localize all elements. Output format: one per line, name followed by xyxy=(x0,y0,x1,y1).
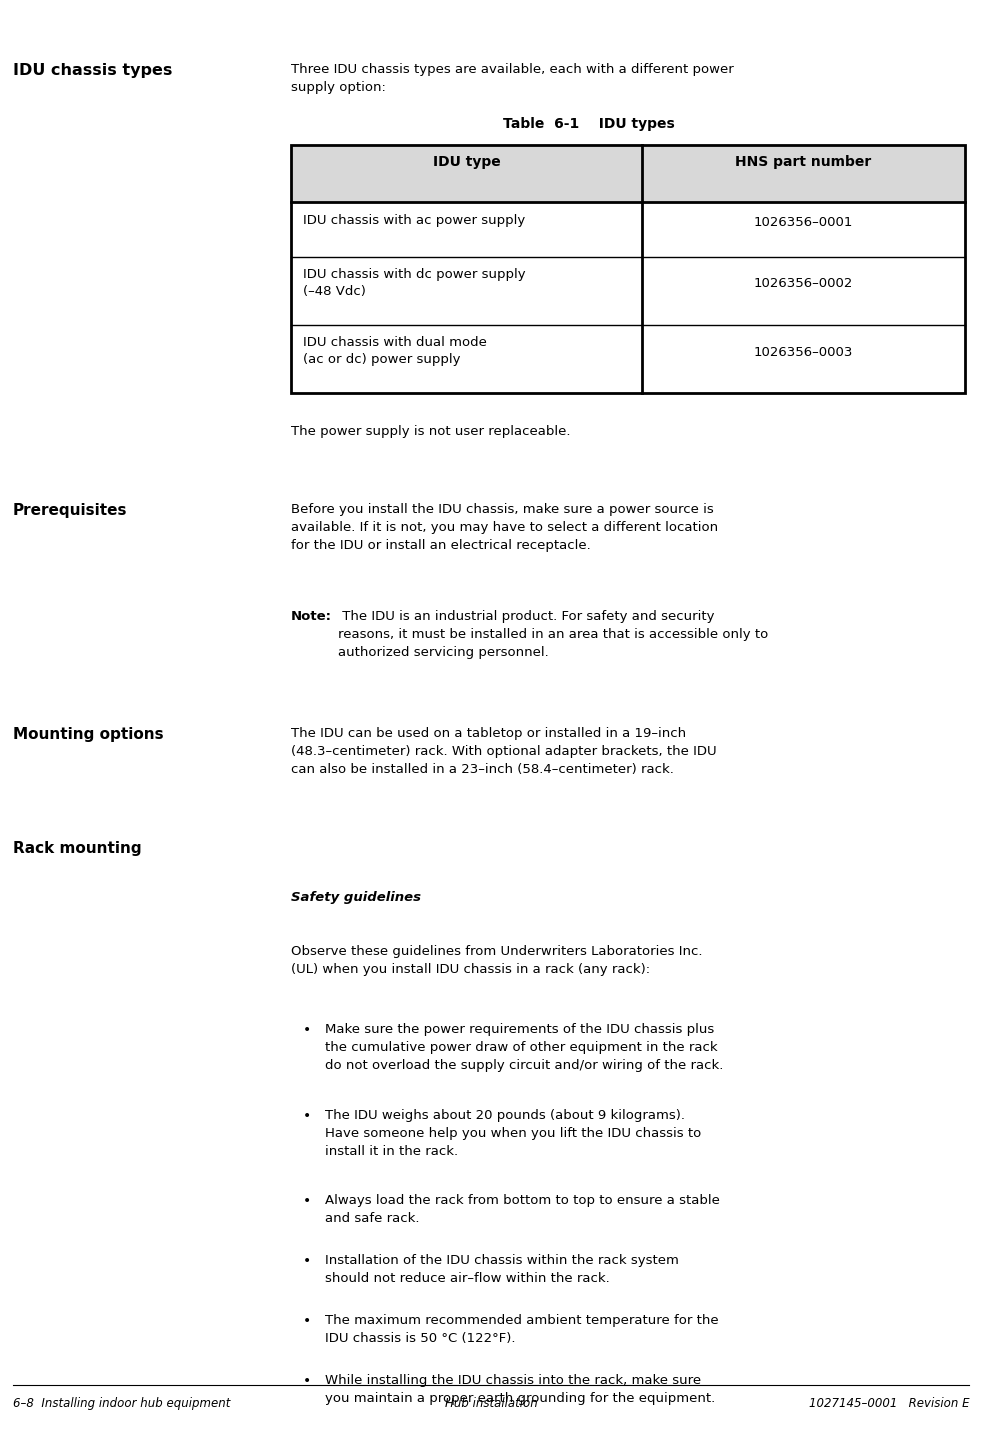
Text: 1026356–0001: 1026356–0001 xyxy=(754,216,853,229)
Text: 1026356–0003: 1026356–0003 xyxy=(754,345,853,359)
Text: Note:: Note: xyxy=(291,610,332,622)
Text: •: • xyxy=(302,1255,310,1268)
Text: IDU chassis types: IDU chassis types xyxy=(13,63,172,77)
Text: Always load the rack from bottom to top to ensure a stable
and safe rack.: Always load the rack from bottom to top … xyxy=(325,1195,720,1225)
Polygon shape xyxy=(291,146,964,202)
Text: 1026356–0002: 1026356–0002 xyxy=(754,278,853,290)
Text: Prerequisites: Prerequisites xyxy=(13,504,127,518)
Text: The power supply is not user replaceable.: The power supply is not user replaceable… xyxy=(291,425,571,438)
Text: 1027145–0001   Revision E: 1027145–0001 Revision E xyxy=(809,1397,969,1410)
Text: IDU chassis with ac power supply: IDU chassis with ac power supply xyxy=(302,213,524,226)
Text: 6–8  Installing indoor hub equipment: 6–8 Installing indoor hub equipment xyxy=(13,1397,230,1410)
Text: Three IDU chassis types are available, each with a different power
supply option: Three IDU chassis types are available, e… xyxy=(291,63,734,93)
Text: HNS part number: HNS part number xyxy=(736,156,872,169)
Text: •: • xyxy=(302,1195,310,1208)
Text: Before you install the IDU chassis, make sure a power source is
available. If it: Before you install the IDU chassis, make… xyxy=(291,504,718,552)
Text: •: • xyxy=(302,1314,310,1328)
Text: Make sure the power requirements of the IDU chassis plus
the cumulative power dr: Make sure the power requirements of the … xyxy=(325,1023,724,1072)
Text: The IDU can be used on a tabletop or installed in a 19–inch
(48.3–centimeter) ra: The IDU can be used on a tabletop or ins… xyxy=(291,727,717,776)
Text: Safety guidelines: Safety guidelines xyxy=(291,892,421,904)
Text: Rack mounting: Rack mounting xyxy=(13,841,141,856)
Text: IDU type: IDU type xyxy=(433,156,501,169)
Text: Installation of the IDU chassis within the rack system
should not reduce air–flo: Installation of the IDU chassis within t… xyxy=(325,1255,679,1285)
Text: The maximum recommended ambient temperature for the
IDU chassis is 50 °C (122°F): The maximum recommended ambient temperat… xyxy=(325,1314,719,1345)
Text: The IDU weighs about 20 pounds (about 9 kilograms).
Have someone help you when y: The IDU weighs about 20 pounds (about 9 … xyxy=(325,1109,701,1158)
Text: •: • xyxy=(302,1374,310,1388)
Text: Hub installation: Hub installation xyxy=(445,1397,537,1410)
Text: IDU chassis with dc power supply
(–48 Vdc): IDU chassis with dc power supply (–48 Vd… xyxy=(302,268,525,298)
Text: Observe these guidelines from Underwriters Laboratories Inc.
(UL) when you insta: Observe these guidelines from Underwrite… xyxy=(291,944,702,976)
Text: While installing the IDU chassis into the rack, make sure
you maintain a proper : While installing the IDU chassis into th… xyxy=(325,1374,715,1405)
Text: The IDU is an industrial product. For safety and security
reasons, it must be in: The IDU is an industrial product. For sa… xyxy=(338,610,768,660)
Text: Table  6-1    IDU types: Table 6-1 IDU types xyxy=(503,117,675,130)
Text: IDU chassis with dual mode
(ac or dc) power supply: IDU chassis with dual mode (ac or dc) po… xyxy=(302,336,486,366)
Text: Mounting options: Mounting options xyxy=(13,727,163,741)
Text: •: • xyxy=(302,1023,310,1037)
Text: •: • xyxy=(302,1109,310,1123)
